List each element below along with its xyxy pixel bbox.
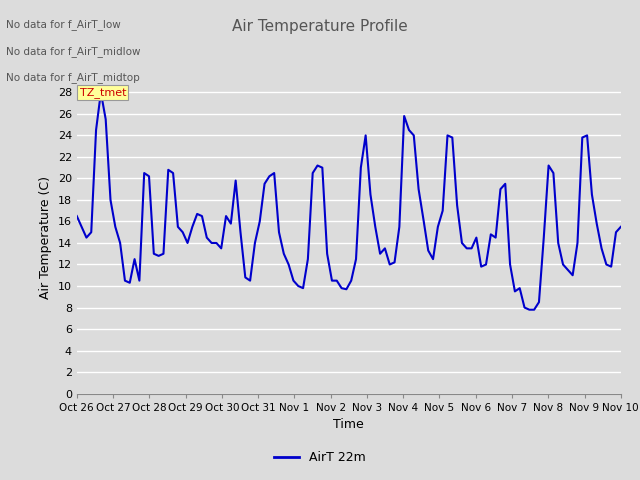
X-axis label: Time: Time (333, 418, 364, 431)
Text: No data for f_AirT_low: No data for f_AirT_low (6, 19, 121, 30)
Text: No data for f_AirT_midtop: No data for f_AirT_midtop (6, 72, 140, 83)
Legend: AirT 22m: AirT 22m (269, 446, 371, 469)
Text: No data for f_AirT_midlow: No data for f_AirT_midlow (6, 46, 141, 57)
Text: Air Temperature Profile: Air Temperature Profile (232, 19, 408, 34)
Text: TZ_tmet: TZ_tmet (79, 87, 126, 98)
Y-axis label: Air Temperature (C): Air Temperature (C) (39, 176, 52, 299)
